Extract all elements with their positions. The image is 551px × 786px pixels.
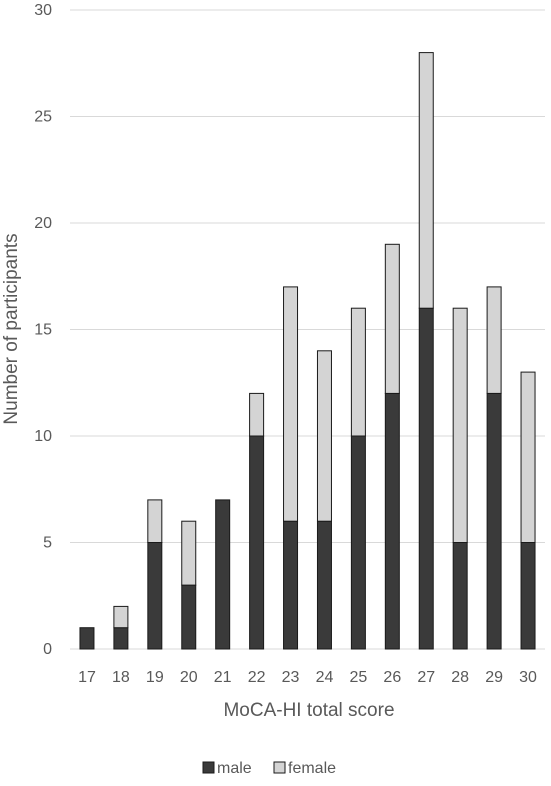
bar-female-19 bbox=[147, 499, 163, 543]
legend-swatch-male bbox=[202, 761, 215, 774]
legend-swatch-female bbox=[273, 761, 286, 774]
x-tick-label: 28 bbox=[451, 669, 469, 686]
bar-male-21 bbox=[215, 499, 231, 650]
bar-female-23 bbox=[283, 286, 299, 522]
bars bbox=[79, 52, 536, 650]
bar-male-29 bbox=[486, 392, 502, 650]
x-tick-label: 22 bbox=[248, 669, 266, 686]
x-tick-label: 25 bbox=[349, 669, 367, 686]
bar-female-26 bbox=[384, 243, 400, 394]
y-axis-title: Number of participants bbox=[1, 233, 22, 424]
y-tick-label: 5 bbox=[43, 535, 52, 552]
bar-female-30 bbox=[520, 371, 536, 543]
x-tick-label: 29 bbox=[485, 669, 503, 686]
bar-female-20 bbox=[181, 520, 197, 586]
bar-male-22 bbox=[249, 435, 265, 650]
bar-male-27 bbox=[418, 307, 434, 650]
y-tick-label: 10 bbox=[34, 428, 52, 445]
legend: male female bbox=[202, 760, 336, 777]
y-tick-label: 0 bbox=[43, 641, 52, 658]
bar-male-20 bbox=[181, 584, 197, 650]
x-tick-label: 17 bbox=[78, 669, 96, 686]
y-axis-ticks: 0 5 10 15 20 25 30 bbox=[34, 2, 52, 658]
bar-male-24 bbox=[316, 520, 332, 650]
x-tick-label: 30 bbox=[519, 669, 537, 686]
x-tick-label: 19 bbox=[146, 669, 164, 686]
y-tick-label: 20 bbox=[34, 215, 52, 232]
bar-male-23 bbox=[283, 520, 299, 650]
x-tick-label: 21 bbox=[214, 669, 232, 686]
bar-female-18 bbox=[113, 605, 129, 629]
bar-female-22 bbox=[249, 392, 265, 437]
x-tick-label: 20 bbox=[180, 669, 198, 686]
bar-male-18 bbox=[113, 627, 129, 650]
bar-female-28 bbox=[452, 307, 468, 544]
x-tick-label: 18 bbox=[112, 669, 130, 686]
y-tick-label: 30 bbox=[34, 2, 52, 19]
y-tick-label: 25 bbox=[34, 109, 52, 126]
legend-label-male: male bbox=[217, 760, 252, 777]
bar-male-25 bbox=[350, 435, 366, 650]
bar-male-19 bbox=[147, 542, 163, 650]
bar-female-29 bbox=[486, 286, 502, 394]
y-tick-label: 15 bbox=[34, 322, 52, 339]
bar-female-27 bbox=[418, 52, 434, 309]
x-tick-label: 23 bbox=[282, 669, 300, 686]
bar-male-28 bbox=[452, 542, 468, 650]
bar-male-17 bbox=[79, 627, 95, 650]
x-tick-label: 24 bbox=[316, 669, 334, 686]
gridlines bbox=[70, 9, 545, 650]
x-axis-ticks: 17 18 19 20 21 22 23 24 25 26 27 28 29 30 bbox=[78, 669, 537, 686]
x-tick-label: 27 bbox=[417, 669, 435, 686]
bar-female-25 bbox=[350, 307, 366, 437]
bar-female-24 bbox=[316, 350, 332, 522]
x-tick-label: 26 bbox=[383, 669, 401, 686]
legend-label-female: female bbox=[288, 760, 336, 777]
bar-male-30 bbox=[520, 542, 536, 650]
x-axis-title: MoCA-HI total score bbox=[223, 700, 394, 721]
bar-male-26 bbox=[384, 392, 400, 650]
